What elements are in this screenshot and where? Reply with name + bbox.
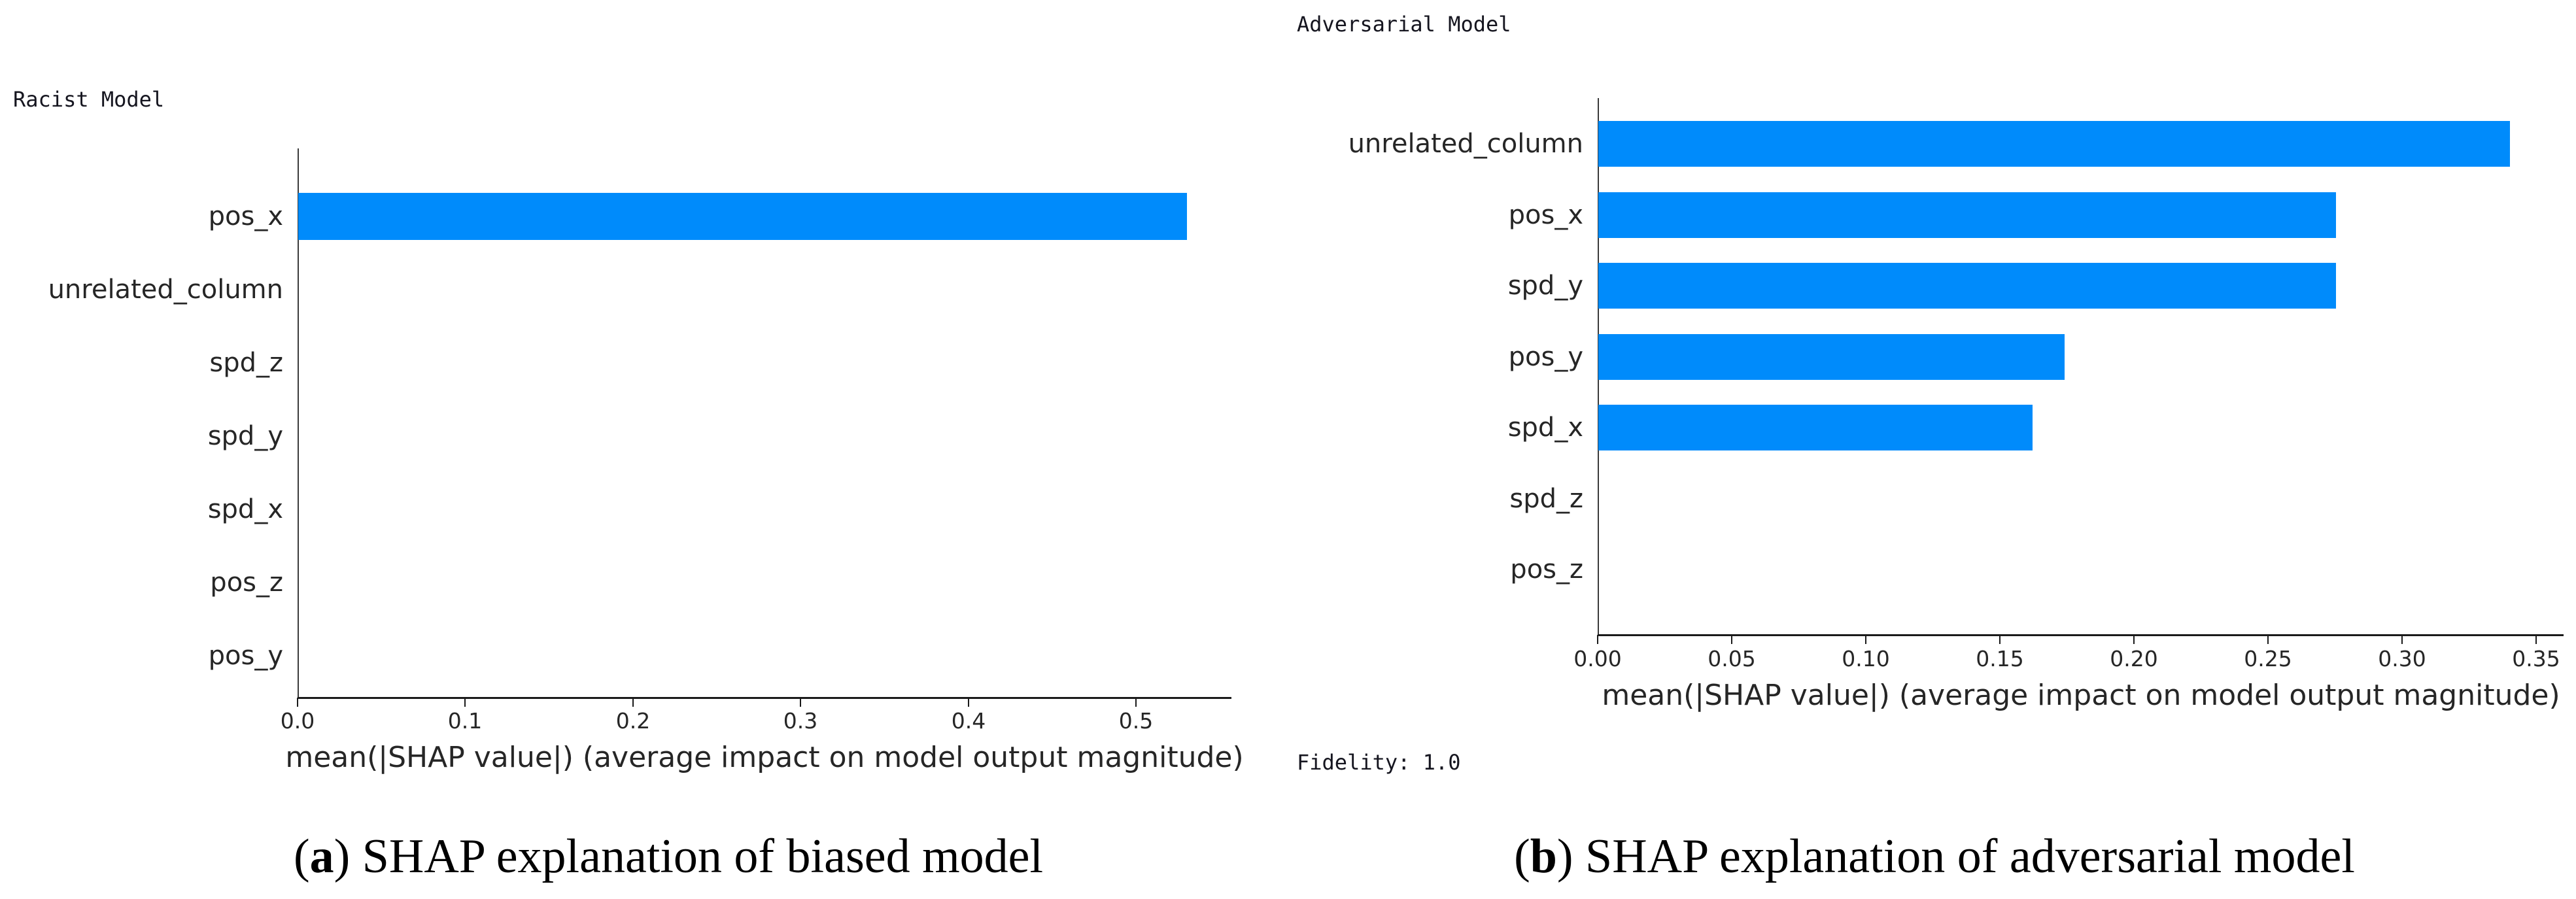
x-tick-label: 0.10: [1842, 646, 1890, 671]
caption-b-text: SHAP explanation of adversarial model: [1573, 830, 2355, 883]
x-axis-label: mean(|SHAP value|) (average impact on mo…: [285, 741, 1244, 774]
x-tick-mark: [1999, 635, 2001, 644]
x-axis-label: mean(|SHAP value|) (average impact on mo…: [1602, 679, 2560, 712]
x-tick-label: 0.25: [2244, 646, 2292, 671]
x-axis-spine: [298, 697, 1231, 699]
caption-a-open: (: [293, 830, 310, 883]
x-tick-mark: [2133, 635, 2135, 644]
x-tick-label: 0.20: [2110, 646, 2158, 671]
category-label: unrelated_column: [1348, 129, 1583, 159]
bar-spd_y: [1598, 263, 2336, 309]
category-label: spd_y: [207, 421, 283, 451]
caption-a-close: ): [334, 830, 351, 883]
bar-unrelated_column: [1598, 121, 2510, 167]
category-label: pos_z: [1510, 554, 1583, 585]
caption-a: (a) SHAP explanation of biased model: [294, 829, 1043, 885]
x-tick-mark: [297, 698, 298, 707]
x-tick-mark: [2535, 635, 2537, 644]
bar-pos_y: [1598, 334, 2065, 380]
category-label: pos_x: [1508, 199, 1583, 230]
x-tick-mark: [1135, 698, 1137, 707]
caption-b-open: (: [1514, 830, 1530, 883]
category-label: pos_y: [1508, 341, 1583, 372]
x-tick-mark: [1865, 635, 1866, 644]
x-tick-mark: [1597, 635, 1598, 644]
bar-pos_x: [298, 193, 1187, 240]
category-label: spd_x: [1507, 413, 1583, 443]
category-label: pos_x: [208, 201, 283, 231]
x-tick-mark: [1731, 635, 1732, 644]
bar-spd_x: [1598, 405, 2033, 450]
category-label: spd_x: [207, 494, 283, 524]
caption-a-letter: a: [309, 830, 334, 883]
category-label: pos_z: [210, 568, 283, 598]
x-tick-mark: [632, 698, 634, 707]
x-tick-label: 0.15: [1976, 646, 2024, 671]
chart-title: Adversarial Model: [1297, 12, 1511, 37]
caption-b-letter: b: [1530, 830, 1557, 883]
x-tick-label: 0.2: [615, 708, 651, 734]
x-tick-mark: [2267, 635, 2269, 644]
y-axis-spine: [298, 148, 299, 698]
x-tick-mark: [464, 698, 466, 707]
category-label: pos_y: [208, 641, 283, 671]
caption-a-text: SHAP explanation of biased model: [350, 830, 1044, 883]
x-tick-label: 0.5: [1118, 708, 1154, 734]
category-label: spd_z: [209, 348, 283, 378]
caption-b: (b) SHAP explanation of adversarial mode…: [1514, 829, 2355, 885]
x-tick-label: 0.30: [2378, 646, 2426, 671]
x-tick-label: 0.3: [783, 708, 818, 734]
bar-pos_x: [1598, 192, 2336, 238]
fidelity-text: Fidelity: 1.0: [1297, 750, 1461, 775]
category-label: unrelated_column: [48, 275, 283, 305]
x-tick-mark: [800, 698, 801, 707]
x-tick-label: 0.35: [2512, 646, 2560, 671]
category-label: spd_y: [1507, 271, 1583, 301]
chart-title: Racist Model: [13, 87, 165, 112]
caption-b-close: ): [1556, 830, 1573, 883]
x-tick-label: 0.00: [1573, 646, 1622, 671]
x-tick-label: 0.1: [447, 708, 483, 734]
x-tick-label: 0.0: [280, 708, 315, 734]
x-tick-label: 0.05: [1708, 646, 1756, 671]
x-axis-spine: [1598, 634, 2564, 636]
x-tick-mark: [2401, 635, 2403, 644]
x-tick-mark: [968, 698, 969, 707]
x-tick-label: 0.4: [951, 708, 986, 734]
category-label: spd_z: [1509, 483, 1583, 514]
